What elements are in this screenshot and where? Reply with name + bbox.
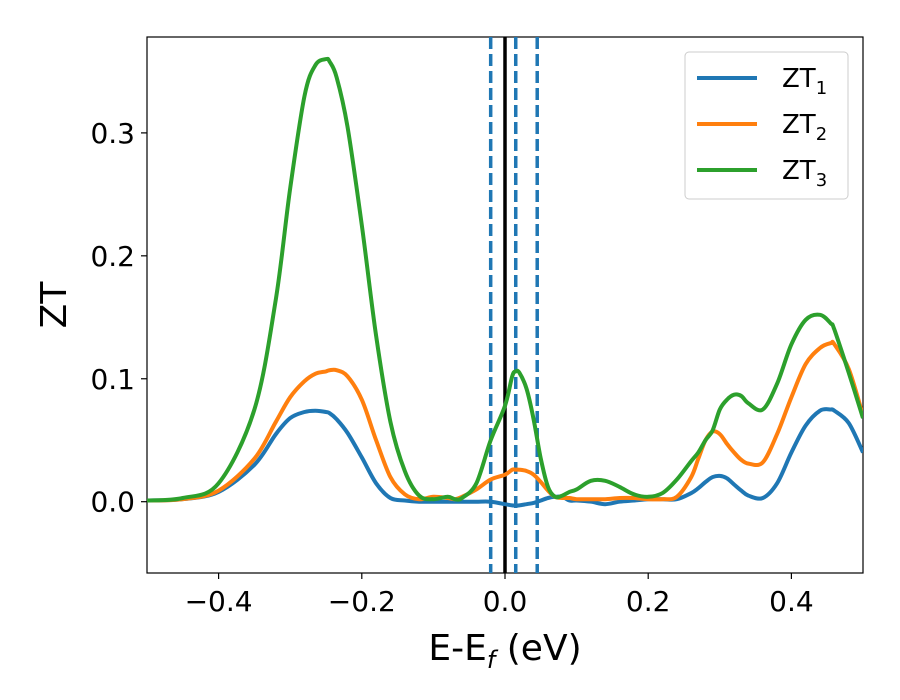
x-tick-label: 0.4 [769, 585, 814, 618]
legend-label-zt3: ZT3 [782, 156, 827, 191]
y-tick-label: 0.1 [90, 363, 135, 396]
x-tick-label: −0.2 [328, 585, 396, 618]
y-axis: 0.0 0.1 0.2 0.3 [90, 117, 147, 519]
legend-box [684, 51, 849, 200]
legend-label-zt1: ZT1 [782, 64, 827, 99]
x-tick-label: −0.4 [185, 585, 253, 618]
y-tick-label: 0.2 [90, 240, 135, 273]
series-line-zt2 [147, 339, 863, 503]
series-line-zt3 [147, 56, 863, 503]
y-tick-label: 0.3 [90, 117, 135, 150]
reference-lines [488, 37, 539, 573]
x-axis-title: E-Ef (eV) [428, 628, 581, 674]
series-group [147, 56, 863, 508]
x-tick-label: 0.0 [483, 585, 528, 618]
legend: ZT1 ZT2 ZT3 [684, 51, 849, 200]
x-tick-label: 0.2 [626, 585, 671, 618]
y-tick-label: 0.0 [90, 486, 135, 519]
series-line-zt1 [147, 407, 863, 508]
plot-area [146, 36, 864, 574]
y-axis-title: ZT [34, 281, 75, 329]
x-axis: −0.4 −0.2 0.0 0.2 0.4 [185, 573, 814, 618]
legend-label-zt2: ZT2 [782, 110, 827, 145]
